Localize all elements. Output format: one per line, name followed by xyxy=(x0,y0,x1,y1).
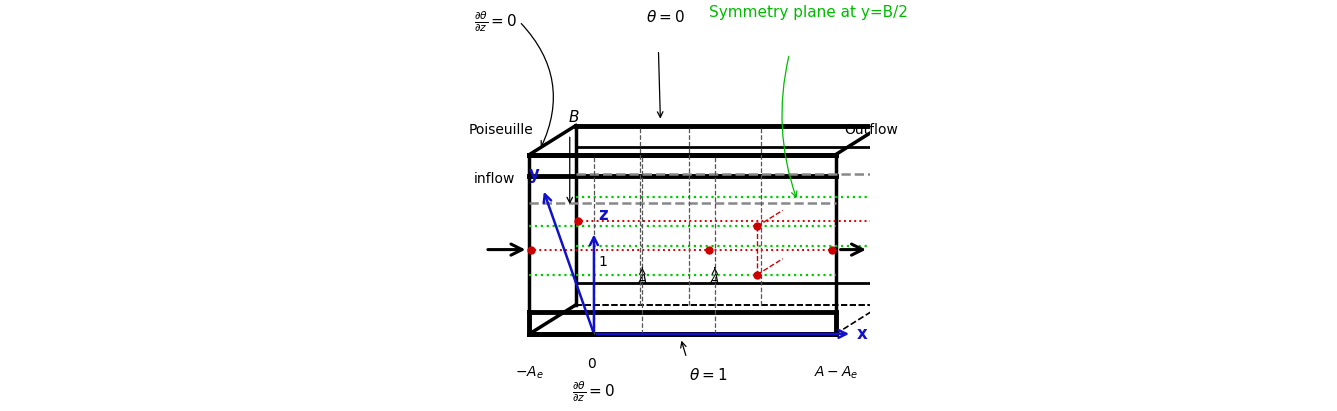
Text: $B$: $B$ xyxy=(568,109,579,125)
Text: Symmetry plane at y=B/2: Symmetry plane at y=B/2 xyxy=(709,5,908,21)
Text: $A$: $A$ xyxy=(636,272,648,287)
Text: $1$: $1$ xyxy=(598,255,607,269)
Text: $0$: $0$ xyxy=(587,357,596,371)
Text: Outflow: Outflow xyxy=(844,123,897,137)
Text: $\theta = 0$: $\theta = 0$ xyxy=(646,9,685,25)
Text: $\frac{\partial\theta}{\partial z} = 0$: $\frac{\partial\theta}{\partial z} = 0$ xyxy=(572,380,615,404)
Text: $\frac{\partial\theta}{\partial z} = 0$: $\frac{\partial\theta}{\partial z} = 0$ xyxy=(473,9,517,34)
Text: $\mathbf{z}$: $\mathbf{z}$ xyxy=(598,206,608,224)
Text: $\mathbf{x}$: $\mathbf{x}$ xyxy=(856,325,868,343)
Text: inflow: inflow xyxy=(475,172,516,186)
Text: $A$: $A$ xyxy=(709,272,721,287)
Text: $\mathbf{y}$: $\mathbf{y}$ xyxy=(528,167,541,185)
Text: $-A_e$: $-A_e$ xyxy=(515,364,544,381)
Text: $A - A_e$: $A - A_e$ xyxy=(814,364,858,381)
Text: $\theta = 1$: $\theta = 1$ xyxy=(689,367,727,383)
Text: Poiseuille: Poiseuille xyxy=(469,123,533,137)
